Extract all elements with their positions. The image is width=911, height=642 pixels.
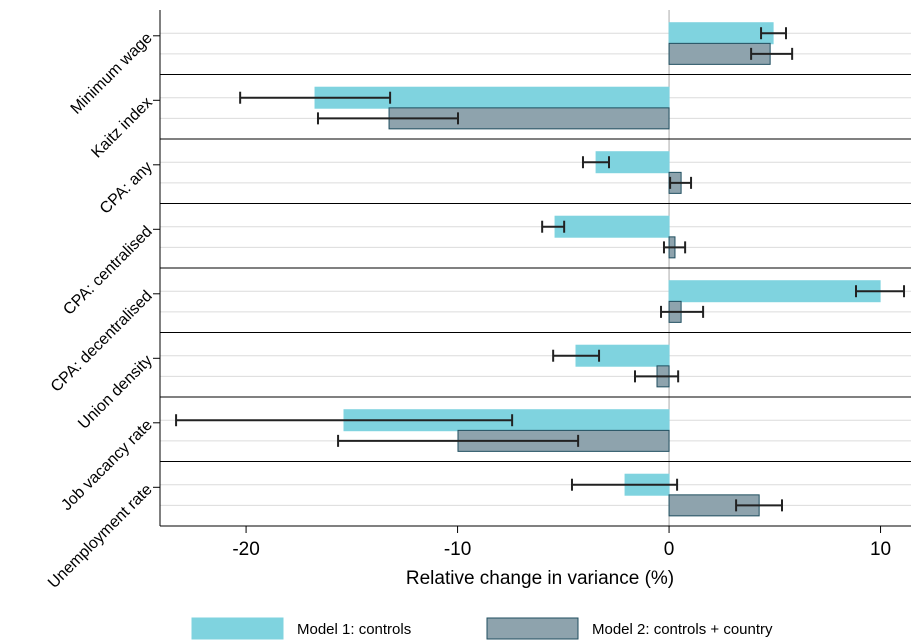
x-axis-title: Relative change in variance (%): [406, 568, 674, 589]
error-bar: [175, 414, 514, 427]
error-bar: [660, 305, 705, 318]
error-bar: [239, 91, 392, 104]
error-bar: [316, 112, 459, 125]
error-bar: [735, 499, 783, 512]
error-bar: [662, 241, 687, 254]
x-tick-label: -20: [232, 539, 259, 560]
error-bar: [634, 370, 680, 383]
error-bar: [581, 156, 610, 169]
x-tick-label: 10: [870, 539, 891, 560]
error-bar: [570, 478, 679, 491]
x-tick-label: 0: [664, 539, 675, 560]
legend-swatch: [191, 617, 284, 640]
error-bar: [855, 285, 906, 298]
x-tick-label: -10: [444, 539, 471, 560]
bar: [668, 280, 881, 303]
legend-swatch: [486, 617, 579, 640]
error-bar: [750, 47, 794, 60]
error-bar: [760, 27, 788, 40]
error-bar: [552, 349, 601, 362]
error-bar: [541, 220, 566, 233]
category-label: CPA: any: [97, 159, 156, 218]
legend-label: Model 2: controls + country: [592, 621, 773, 638]
bar: [554, 215, 670, 238]
bar: [668, 22, 774, 45]
error-bar: [337, 434, 580, 447]
error-bar: [669, 176, 693, 189]
category-label: Kaitz index: [88, 94, 155, 161]
legend-label: Model 1: controls: [297, 621, 411, 638]
